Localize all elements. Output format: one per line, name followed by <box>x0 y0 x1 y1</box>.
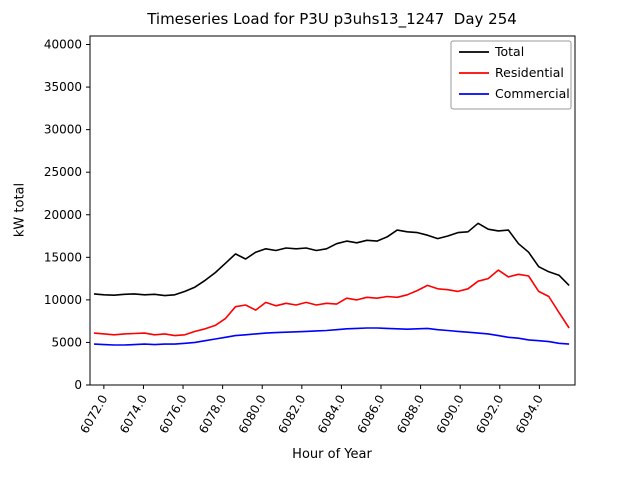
y-tick-label: 30000 <box>44 123 82 137</box>
x-tick-label: 6080.0 <box>236 393 269 436</box>
y-tick-label: 5000 <box>51 335 82 349</box>
x-tick-label: 6074.0 <box>117 393 150 436</box>
x-axis-label: Hour of Year <box>292 447 372 462</box>
series-line-commercial <box>93 327 570 346</box>
y-tick-label: 10000 <box>44 293 82 307</box>
y-tick-label: 20000 <box>44 208 82 222</box>
x-tick-label: 6084.0 <box>315 393 348 436</box>
legend-label-total: Total <box>494 44 524 59</box>
x-tick-label: 6094.0 <box>513 393 546 436</box>
x-tick-label: 6090.0 <box>434 393 467 436</box>
x-tick-label: 6076.0 <box>157 393 190 436</box>
y-tick-label: 35000 <box>44 80 82 94</box>
y-tick-label: 40000 <box>44 38 82 52</box>
y-tick-label: 15000 <box>44 250 82 264</box>
x-tick-label: 6082.0 <box>275 393 308 436</box>
x-tick-label: 6086.0 <box>354 393 387 436</box>
x-tick-label: 6088.0 <box>394 393 427 436</box>
series-line-total <box>93 222 570 297</box>
y-tick-label: 0 <box>74 378 82 392</box>
x-tick-label: 6072.0 <box>77 393 110 436</box>
y-tick-label: 25000 <box>44 165 82 179</box>
x-tick-label: 6078.0 <box>196 393 229 436</box>
legend-label-residential: Residential <box>495 65 564 80</box>
legend-label-commercial: Commercial <box>495 86 570 101</box>
x-tick-label: 6092.0 <box>473 393 506 436</box>
series-line-residential <box>93 269 570 337</box>
chart-title: Timeseries Load for P3U p3uhs13_1247 Day… <box>147 10 517 28</box>
legend-box <box>450 40 572 110</box>
